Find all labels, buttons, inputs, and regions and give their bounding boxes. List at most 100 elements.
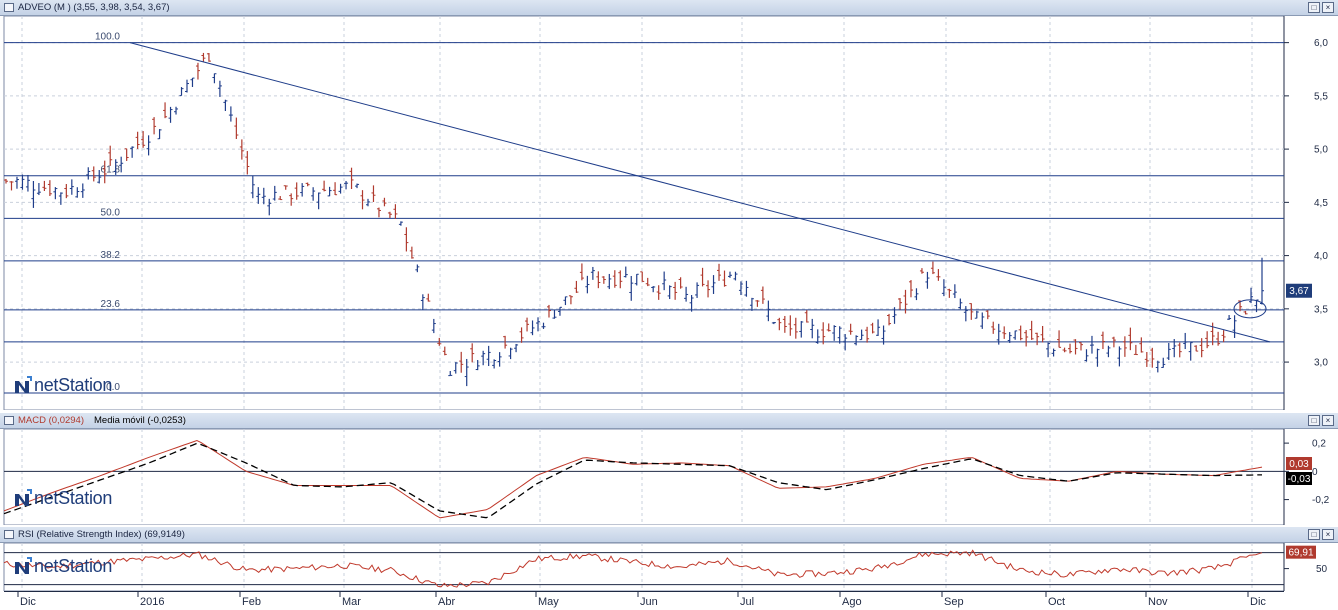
- candle: [733, 271, 738, 281]
- candle: [1079, 342, 1084, 351]
- candle: [1254, 299, 1259, 313]
- x-tick-label: Oct: [1048, 596, 1065, 608]
- candle: [113, 159, 118, 175]
- candle: [843, 334, 848, 351]
- price-chart[interactable]: 6,0 5,5 5,0 4,5 4,0 3,5 3,0 100.0 61.8 50.0 38.2 23…: [0, 16, 1338, 410]
- candle: [492, 359, 497, 369]
- candle: [289, 193, 294, 206]
- signal-line: [3, 442, 1262, 519]
- y-tick-label: 3,0: [1314, 358, 1328, 369]
- candle: [190, 77, 195, 87]
- restore-button[interactable]: □: [1308, 415, 1320, 426]
- candle: [316, 192, 321, 210]
- candle: [470, 343, 475, 363]
- candle: [1007, 332, 1012, 343]
- candle: [223, 99, 228, 111]
- candle: [508, 347, 513, 360]
- candle: [283, 185, 288, 190]
- candle: [612, 270, 617, 288]
- candle: [80, 183, 85, 198]
- candle: [821, 322, 826, 345]
- candle: [376, 207, 381, 218]
- logo-text: netStation: [34, 374, 113, 395]
- candle: [574, 280, 579, 293]
- candle: [623, 266, 628, 278]
- candle: [1002, 326, 1007, 339]
- close-button[interactable]: ×: [1322, 2, 1334, 13]
- panel-menu-icon[interactable]: [4, 530, 14, 539]
- candle: [9, 181, 14, 191]
- candle: [1106, 345, 1111, 358]
- x-tick-label: Mar: [342, 596, 361, 608]
- candle: [541, 322, 546, 329]
- time-axis-background: [0, 591, 1338, 610]
- candle: [360, 190, 365, 210]
- candle: [14, 176, 19, 189]
- close-button[interactable]: ×: [1322, 529, 1334, 540]
- logo-text: netStation: [34, 555, 113, 576]
- candle: [930, 261, 935, 275]
- candle: [1068, 343, 1073, 354]
- plot-area: [3, 16, 1285, 410]
- macd-series-name: MACD (0,0294): [18, 415, 84, 426]
- x-tick-label: Nov: [1148, 596, 1168, 608]
- candle: [908, 280, 913, 298]
- candle: [755, 300, 760, 307]
- candle: [706, 280, 711, 298]
- last-value-label: 3,67: [1289, 286, 1309, 297]
- candle: [195, 62, 200, 80]
- candle: [300, 183, 305, 197]
- candle: [711, 275, 716, 294]
- candle: [311, 187, 316, 201]
- candle: [130, 146, 135, 158]
- candle: [870, 322, 875, 334]
- candle: [514, 343, 519, 353]
- candle: [996, 323, 1001, 345]
- netstation-logo: netStation: [14, 487, 112, 509]
- candle: [645, 277, 650, 287]
- candle: [442, 346, 447, 356]
- candle: [256, 187, 261, 204]
- candle: [1260, 257, 1264, 305]
- candle: [36, 183, 41, 196]
- candle: [991, 321, 996, 334]
- candle: [31, 181, 36, 208]
- candle: [936, 269, 941, 281]
- candle: [157, 129, 162, 140]
- candle: [184, 79, 189, 93]
- candle: [530, 320, 535, 336]
- candle: [689, 295, 694, 312]
- x-tick-label: Dic: [1250, 596, 1266, 608]
- candle: [20, 174, 25, 190]
- candle: [102, 160, 107, 184]
- restore-button[interactable]: □: [1308, 529, 1320, 540]
- panel-menu-icon[interactable]: [4, 416, 14, 425]
- candle: [585, 275, 590, 294]
- candle: [914, 288, 919, 301]
- candle: [86, 167, 91, 180]
- price-panel-title: ADVEO (M ) (3,55, 3,98, 3,54, 3,67): [18, 2, 170, 13]
- candle: [58, 192, 63, 205]
- candle: [278, 196, 283, 201]
- candle: [1221, 330, 1226, 343]
- candle: [355, 183, 360, 189]
- candle: [640, 271, 645, 282]
- candle: [163, 102, 168, 119]
- close-button[interactable]: ×: [1322, 415, 1334, 426]
- candle: [1177, 342, 1182, 358]
- candle: [777, 317, 782, 331]
- y-tick-label: 4,5: [1314, 198, 1328, 209]
- candle: [898, 298, 903, 310]
- candle: [552, 309, 557, 319]
- macd-chart[interactable]: 0,2 0 -0,2 0,03 -0,03: [0, 429, 1338, 525]
- panel-menu-icon[interactable]: [4, 3, 14, 12]
- candle: [503, 335, 508, 349]
- candle: [64, 184, 69, 199]
- fibonacci-label: 23.6: [101, 299, 121, 310]
- macd-line: [3, 439, 1263, 519]
- restore-button[interactable]: □: [1308, 2, 1320, 13]
- candle: [69, 179, 74, 195]
- candle: [415, 264, 420, 273]
- rsi-line: [3, 549, 1263, 588]
